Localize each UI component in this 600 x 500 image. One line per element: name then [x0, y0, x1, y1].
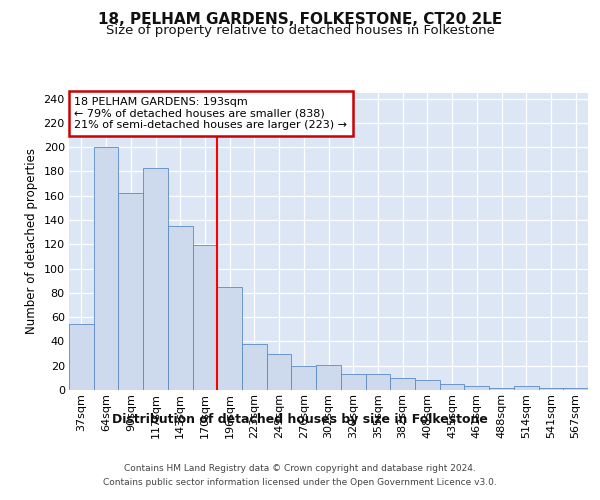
Bar	[168, 226, 193, 390]
Bar	[514, 386, 539, 390]
Bar	[193, 246, 217, 390]
Bar	[143, 168, 168, 390]
Bar	[440, 384, 464, 390]
Bar	[464, 386, 489, 390]
Text: Size of property relative to detached houses in Folkestone: Size of property relative to detached ho…	[106, 24, 494, 37]
Text: Distribution of detached houses by size in Folkestone: Distribution of detached houses by size …	[112, 412, 488, 426]
Text: 18 PELHAM GARDENS: 193sqm
← 79% of detached houses are smaller (838)
21% of semi: 18 PELHAM GARDENS: 193sqm ← 79% of detac…	[74, 97, 347, 130]
Text: Contains public sector information licensed under the Open Government Licence v3: Contains public sector information licen…	[103, 478, 497, 487]
Bar	[390, 378, 415, 390]
Bar	[94, 147, 118, 390]
Text: Contains HM Land Registry data © Crown copyright and database right 2024.: Contains HM Land Registry data © Crown c…	[124, 464, 476, 473]
Bar	[267, 354, 292, 390]
Bar	[292, 366, 316, 390]
Bar	[118, 194, 143, 390]
Bar	[489, 388, 514, 390]
Bar	[316, 364, 341, 390]
Bar	[217, 287, 242, 390]
Bar	[563, 388, 588, 390]
Bar	[415, 380, 440, 390]
Bar	[341, 374, 365, 390]
Bar	[539, 388, 563, 390]
Bar	[242, 344, 267, 390]
Text: 18, PELHAM GARDENS, FOLKESTONE, CT20 2LE: 18, PELHAM GARDENS, FOLKESTONE, CT20 2LE	[98, 12, 502, 28]
Bar	[365, 374, 390, 390]
Y-axis label: Number of detached properties: Number of detached properties	[25, 148, 38, 334]
Bar	[69, 324, 94, 390]
